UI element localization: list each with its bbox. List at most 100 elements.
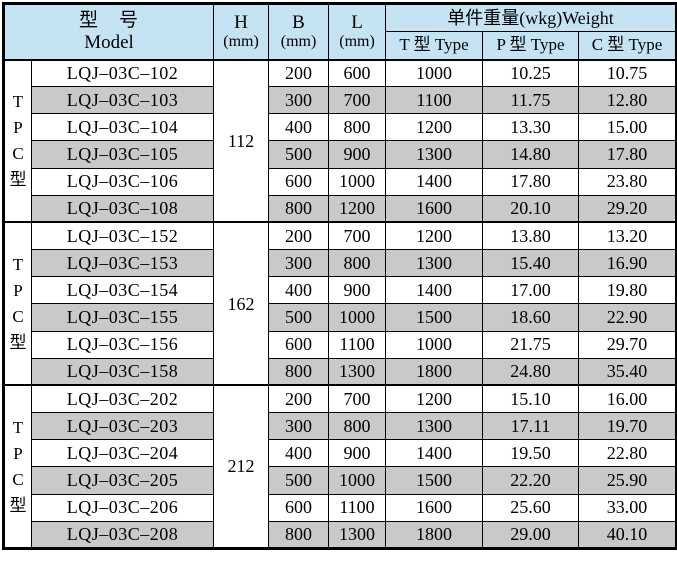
b-value-cell: 400 — [268, 113, 330, 142]
t-value-cell: 1600 — [385, 194, 484, 223]
c-value-cell: 35.40 — [578, 357, 677, 386]
p-value-cell: 19.50 — [482, 439, 580, 468]
c-type-header: C 型 Type — [578, 31, 677, 61]
side-label-char: T — [12, 254, 24, 274]
model-header-cn: 型 号 — [79, 9, 140, 31]
b-value-cell: 600 — [268, 493, 330, 522]
l-value-cell: 800 — [328, 249, 387, 278]
p-value-cell: 15.40 — [482, 249, 580, 278]
c-value-cell: 29.20 — [578, 194, 677, 223]
l-value-cell: 1000 — [328, 167, 387, 196]
side-label-char: C — [12, 306, 24, 326]
table-row: T P C 型 LQJ–03C–202 212 200 700 1200 15.10 16.00 — [3, 384, 677, 550]
t-value-cell: 1100 — [385, 86, 484, 115]
table-row: LQJ–03C–106 600 1000 1400 17.80 23.80 — [4, 167, 677, 196]
t-value-cell: 1300 — [385, 412, 484, 441]
c-value-cell: 33.00 — [578, 493, 677, 522]
l-unit: (mm) — [339, 33, 375, 51]
t-value-cell: 1200 — [385, 221, 484, 251]
side-label-char: T — [12, 417, 24, 437]
table-header: 型 号 Model H (mm) B (mm) L (mm) 单件重量(wkg)… — [2, 3, 677, 61]
model-cell: LQJ–03C–102 — [30, 58, 215, 88]
table-row: LQJ–03C–103 300 700 1100 11.75 12.80 — [4, 86, 677, 115]
t-value-cell: 1600 — [385, 493, 484, 522]
table-row: LQJ–03C–155 500 1000 1500 18.60 22.90 — [4, 303, 677, 332]
side-label-char: P — [13, 280, 23, 300]
table-row: LQJ–03C–105 500 900 1300 14.80 17.80 — [4, 140, 677, 169]
p-value-cell: 24.80 — [482, 357, 580, 386]
weight-column-header: 单件重量(wkg)Weight — [385, 3, 677, 32]
l-value-cell: 800 — [328, 412, 387, 441]
model-cell: LQJ–03C–156 — [30, 330, 215, 359]
l-value-cell: 600 — [328, 58, 387, 88]
c-value-cell: 10.75 — [578, 58, 677, 88]
b-value-cell: 400 — [268, 276, 330, 305]
c-value-cell: 16.00 — [578, 384, 677, 414]
p-value-cell: 17.80 — [482, 167, 580, 196]
c-value-cell: 16.90 — [578, 249, 677, 278]
t-value-cell: 1400 — [385, 439, 484, 468]
b-value-cell: 300 — [268, 412, 330, 441]
p-value-cell: 29.00 — [482, 520, 580, 550]
l-value-cell: 800 — [328, 113, 387, 142]
header-row-1: 型 号 Model H (mm) B (mm) L (mm) 单件重量(wkg)… — [2, 3, 677, 60]
t-value-cell: 1400 — [385, 276, 484, 305]
t-value-cell: 1500 — [385, 466, 484, 495]
table-row: T P C 型 LQJ–03C–152 162 200 700 1200 13.80 13.20 — [3, 221, 677, 386]
t-value-cell: 1800 — [385, 520, 484, 550]
t-type-header: T 型 Type — [385, 31, 484, 61]
model-cell: LQJ–03C–105 — [30, 140, 215, 169]
l-value-cell: 1100 — [328, 493, 387, 522]
b-column-header: B (mm) — [268, 3, 330, 60]
model-cell: LQJ–03C–153 — [30, 249, 215, 278]
b-label: B — [292, 11, 305, 33]
l-value-cell: 700 — [328, 384, 387, 414]
t-value-cell: 1200 — [385, 384, 484, 414]
b-value-cell: 200 — [268, 384, 330, 414]
table-row: LQJ–03C–203 300 800 1300 17.11 19.70 — [4, 412, 677, 441]
b-value-cell: 400 — [268, 439, 330, 468]
table-row: LQJ–03C–156 600 1100 1000 21.75 29.70 — [4, 330, 677, 359]
b-value-cell: 800 — [268, 520, 330, 550]
c-value-cell: 22.80 — [578, 439, 677, 468]
c-value-cell: 17.80 — [578, 140, 677, 169]
p-value-cell: 14.80 — [482, 140, 580, 169]
t-value-cell: 1800 — [385, 357, 484, 386]
model-cell: LQJ–03C–152 — [30, 221, 215, 251]
table-row: LQJ–03C–158 800 1300 1800 24.80 35.40 — [4, 357, 677, 386]
l-column-header: L (mm) — [328, 3, 387, 60]
l-value-cell: 1100 — [328, 330, 387, 359]
c-value-cell: 22.90 — [578, 303, 677, 332]
l-value-cell: 1000 — [328, 466, 387, 495]
model-cell: LQJ–03C–205 — [30, 466, 215, 495]
t-value-cell: 1400 — [385, 167, 484, 196]
c-value-cell: 13.20 — [578, 221, 677, 251]
table-row: LQJ–03C–108 800 1200 1600 20.10 29.20 — [4, 194, 677, 223]
table-row: LQJ–03C–206 600 1100 1600 25.60 33.00 — [4, 493, 677, 522]
table-row: LQJ–03C–154 400 900 1400 17.00 19.80 — [4, 276, 677, 305]
model-column-header: 型 号 Model — [2, 3, 215, 60]
l-value-cell: 1000 — [328, 303, 387, 332]
model-header-en: Model — [84, 31, 134, 53]
p-value-cell: 11.75 — [482, 86, 580, 115]
side-label-char: C — [12, 143, 24, 163]
b-unit: (mm) — [280, 33, 317, 51]
model-cell: LQJ–03C–108 — [30, 194, 215, 223]
c-value-cell: 40.10 — [578, 520, 677, 550]
table-row: LQJ–03C–208 800 1300 1800 29.00 40.10 — [4, 520, 677, 550]
model-cell: LQJ–03C–203 — [30, 412, 215, 441]
model-cell: LQJ–03C–103 — [30, 86, 215, 115]
p-value-cell: 20.10 — [482, 194, 580, 223]
c-value-cell: 12.80 — [578, 86, 677, 115]
table-row: LQJ–03C–205 500 1000 1500 22.20 25.90 — [4, 466, 677, 495]
side-label-char: C — [12, 469, 24, 489]
h-value-cell: 212 — [213, 384, 270, 550]
l-value-cell: 900 — [328, 276, 387, 305]
l-value-cell: 900 — [328, 140, 387, 169]
c-value-cell: 29.70 — [578, 330, 677, 359]
b-value-cell: 300 — [268, 86, 330, 115]
t-value-cell: 1300 — [385, 140, 484, 169]
c-value-cell: 19.70 — [578, 412, 677, 441]
p-value-cell: 13.30 — [482, 113, 580, 142]
side-label-char: T — [12, 91, 24, 111]
